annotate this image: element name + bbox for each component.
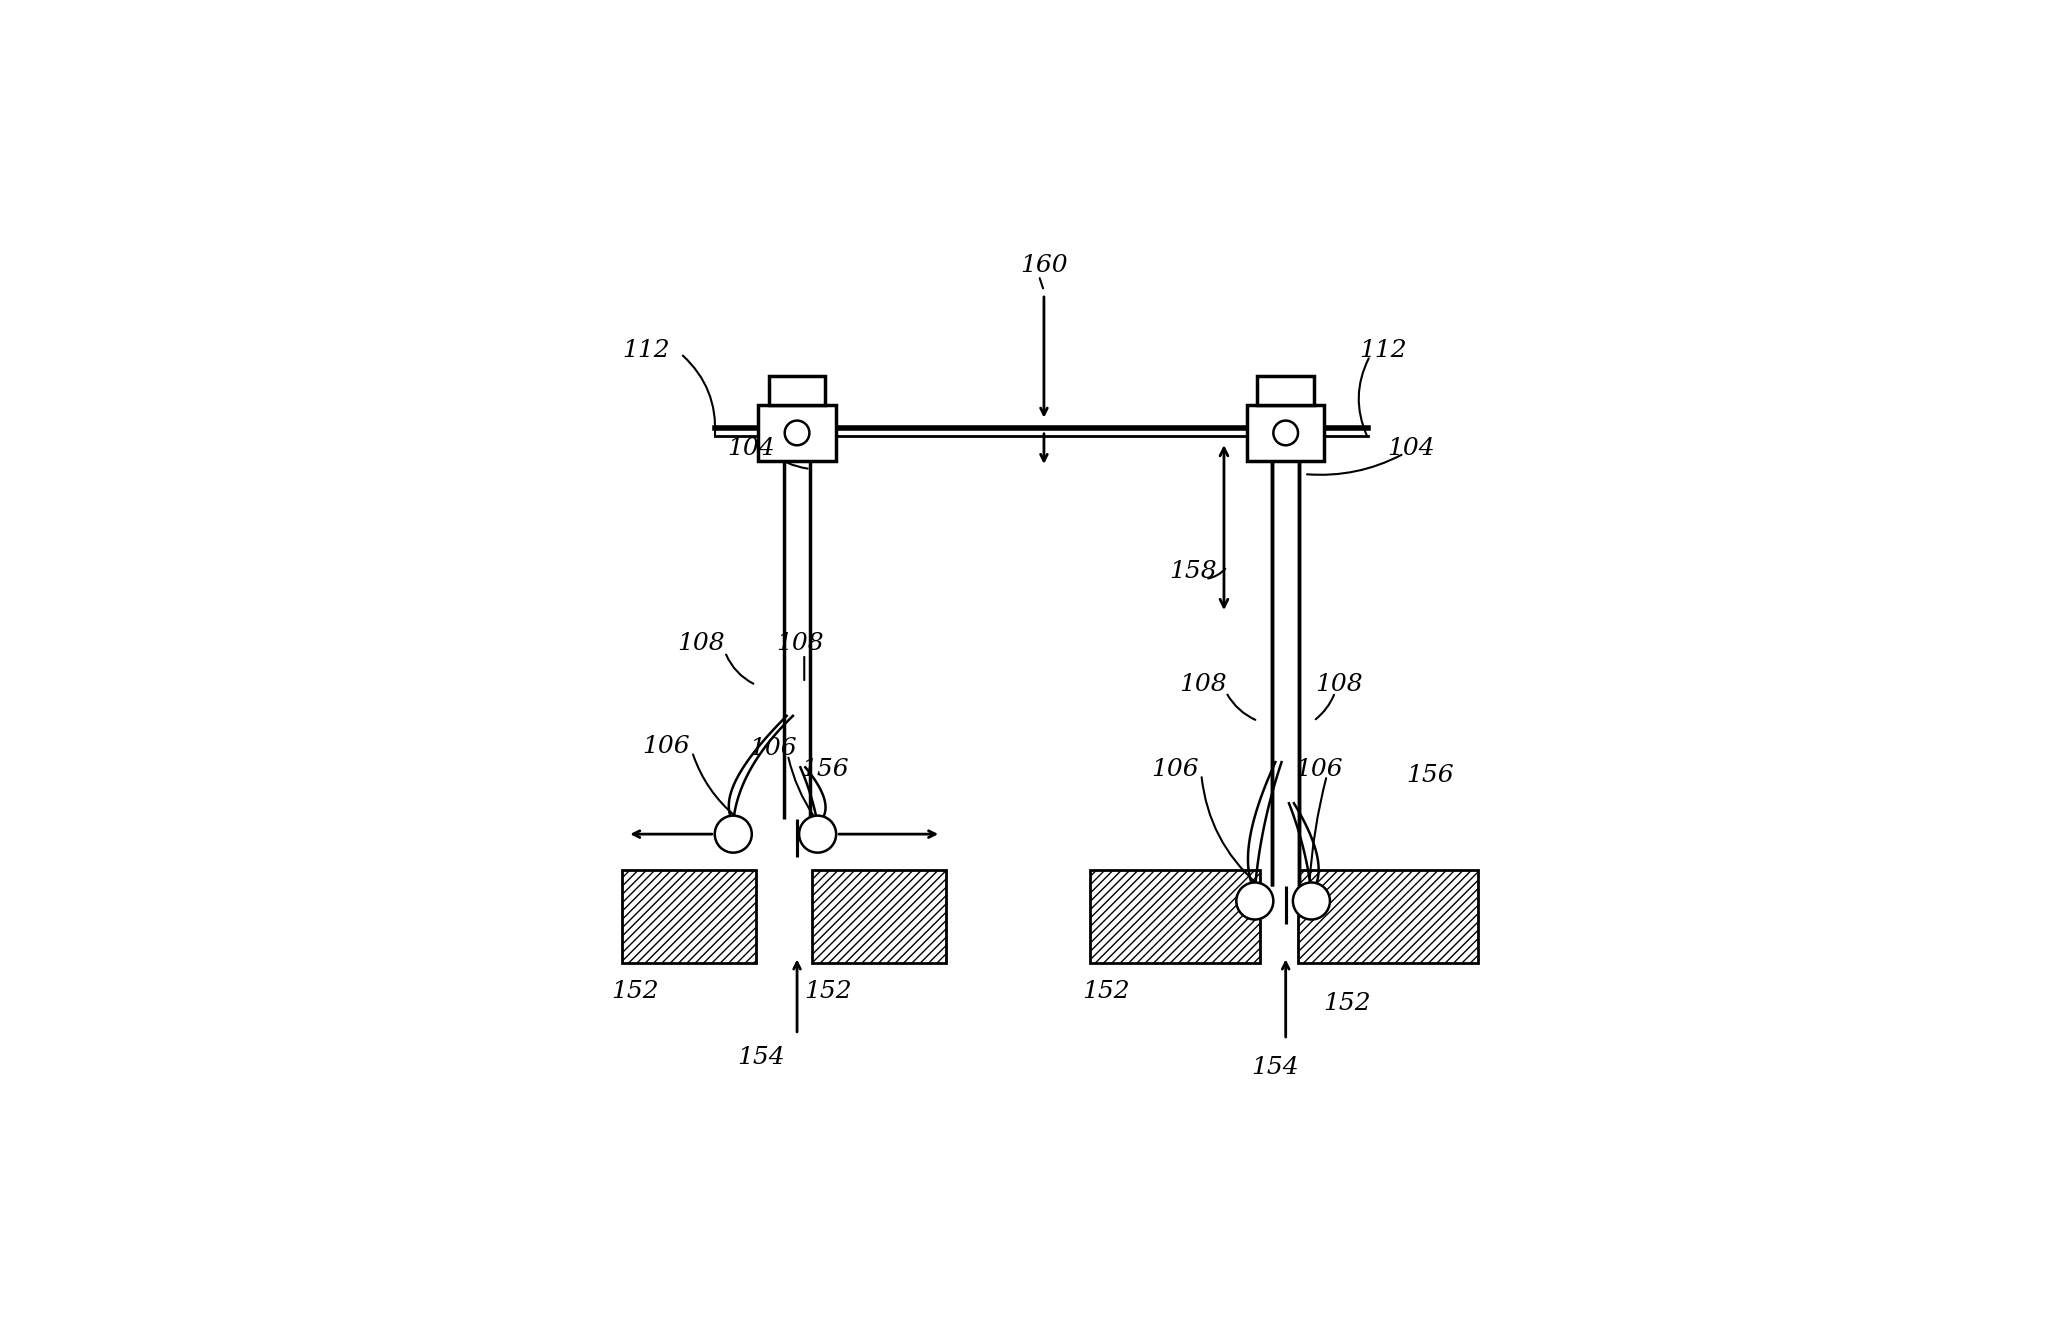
- Text: 154: 154: [737, 1046, 784, 1069]
- Text: 104: 104: [1388, 437, 1435, 460]
- Bar: [1257, 375, 1314, 405]
- Bar: [622, 870, 755, 963]
- Text: 160: 160: [1019, 254, 1069, 277]
- Text: 108: 108: [1179, 673, 1228, 696]
- Bar: [813, 870, 946, 963]
- Circle shape: [798, 815, 835, 852]
- Text: 106: 106: [1296, 758, 1343, 780]
- Text: 106: 106: [749, 737, 796, 760]
- Circle shape: [1236, 883, 1273, 919]
- Text: 108: 108: [1316, 673, 1363, 696]
- Bar: [770, 375, 825, 405]
- Text: 106: 106: [1150, 758, 1197, 780]
- Text: 112: 112: [622, 339, 669, 362]
- Text: 158: 158: [1169, 560, 1216, 584]
- Bar: [622, 870, 755, 963]
- Bar: [1091, 870, 1261, 963]
- Text: 152: 152: [804, 981, 852, 1003]
- Text: 108: 108: [678, 632, 725, 656]
- Bar: [1247, 405, 1324, 461]
- Circle shape: [1294, 883, 1331, 919]
- Bar: [1298, 870, 1478, 963]
- Text: 112: 112: [1359, 339, 1406, 362]
- Bar: [813, 870, 946, 963]
- Circle shape: [1273, 421, 1298, 445]
- Circle shape: [714, 815, 751, 852]
- Bar: [1091, 870, 1261, 963]
- Bar: [1298, 870, 1478, 963]
- Text: 106: 106: [643, 735, 690, 759]
- Text: 152: 152: [1324, 993, 1371, 1015]
- Text: 156: 156: [800, 758, 850, 780]
- Text: 154: 154: [1251, 1057, 1300, 1079]
- Bar: [759, 405, 835, 461]
- Text: 152: 152: [612, 981, 659, 1003]
- Text: 156: 156: [1406, 764, 1453, 787]
- Circle shape: [784, 421, 809, 445]
- Text: 108: 108: [776, 632, 825, 656]
- Text: 152: 152: [1083, 981, 1130, 1003]
- Text: 104: 104: [727, 437, 774, 460]
